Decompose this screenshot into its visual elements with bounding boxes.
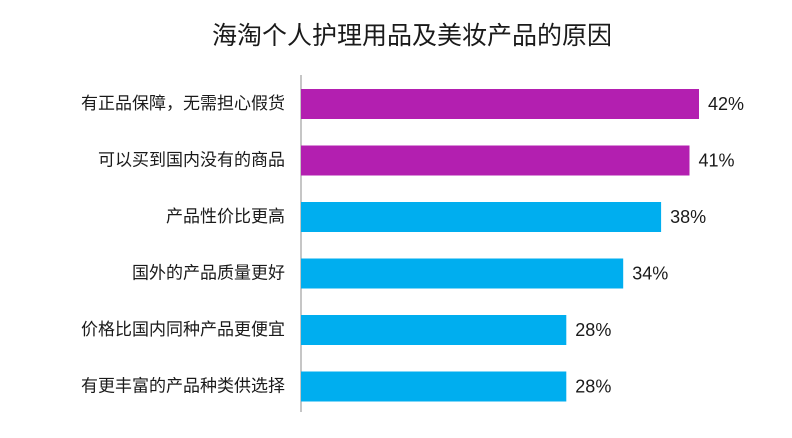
bar bbox=[301, 145, 690, 176]
data-label: 41% bbox=[699, 151, 735, 171]
bar bbox=[301, 89, 699, 119]
data-label: 42% bbox=[708, 94, 744, 114]
labels-layer: 有正品保障，无需担心假货 42% 可以买到国内没有的商品 41% 产品性价比更高 38% 国… bbox=[81, 94, 744, 397]
data-label: 38% bbox=[670, 207, 706, 227]
bar bbox=[301, 202, 662, 232]
category-label: 价格比国内同种产品更便宜 bbox=[81, 320, 285, 340]
category-label: 国外的产品质量更好 bbox=[132, 264, 285, 284]
data-label: 28% bbox=[575, 320, 611, 340]
category-label: 有更丰富的产品种类供选择 bbox=[81, 377, 285, 397]
bar bbox=[301, 371, 567, 402]
bar bbox=[301, 315, 567, 345]
chart-title: 海淘个人护理用品及美妆产品的原因 bbox=[212, 21, 612, 50]
data-label: 28% bbox=[575, 377, 611, 397]
category-label: 产品性价比更高 bbox=[166, 207, 285, 227]
bars-layer bbox=[301, 89, 699, 402]
bar bbox=[301, 258, 624, 289]
data-label: 34% bbox=[632, 264, 668, 284]
category-label: 可以买到国内没有的商品 bbox=[98, 151, 285, 171]
category-label: 有正品保障，无需担心假货 bbox=[81, 94, 285, 114]
